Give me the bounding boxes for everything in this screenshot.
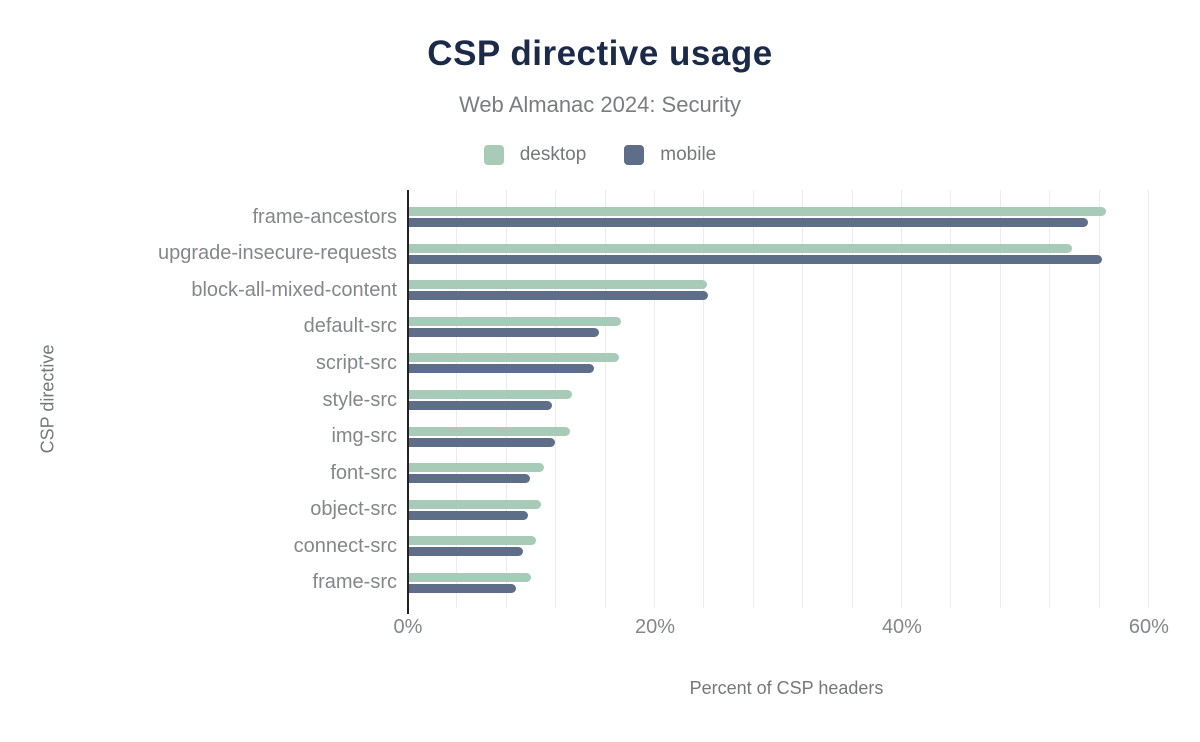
category-label-img-src: img-src xyxy=(331,425,397,448)
category-label-object-src: object-src xyxy=(310,498,397,521)
legend-swatch-desktop xyxy=(483,145,504,165)
chart-legend: desktop mobile xyxy=(0,144,1200,166)
bar-mobile-connect-src xyxy=(409,547,523,557)
bar-rows xyxy=(409,190,1166,608)
bar-desktop-img-src xyxy=(409,426,570,436)
bar-row-script-src xyxy=(409,345,1166,382)
bar-mobile-block-all-mixed-content xyxy=(409,291,708,301)
bar-desktop-default-src xyxy=(409,316,622,326)
bar-desktop-object-src xyxy=(409,499,542,509)
category-label-upgrade-insecure-requests: upgrade-insecure-requests xyxy=(157,242,397,265)
gridline-52pct xyxy=(1049,190,1051,608)
legend-label-mobile: mobile xyxy=(660,144,717,165)
bar-mobile-img-src xyxy=(409,437,555,447)
bar-desktop-frame-ancestors xyxy=(409,207,1106,217)
x-tick-label-40pct: 40% xyxy=(881,616,922,638)
bar-mobile-font-src xyxy=(409,474,530,484)
legend-swatch-mobile xyxy=(624,145,645,165)
gridline-44pct xyxy=(950,190,952,608)
bar-desktop-script-src xyxy=(409,353,619,363)
gridline-40pct xyxy=(900,190,902,608)
x-tick-label-0pct: 0% xyxy=(393,616,423,638)
bar-row-default-src xyxy=(409,309,1166,346)
chart-title: CSP directive usage xyxy=(427,34,773,73)
bar-row-img-src xyxy=(409,418,1166,455)
gridline-12pct xyxy=(555,190,557,608)
bar-mobile-default-src xyxy=(409,327,600,337)
x-tick-label-60pct: 60% xyxy=(1128,616,1169,638)
bar-desktop-upgrade-insecure-requests xyxy=(409,243,1073,253)
bar-desktop-style-src xyxy=(409,390,572,399)
category-label-style-src: style-src xyxy=(322,388,397,411)
chart-subtitle: Web Almanac 2024: Security xyxy=(458,92,742,117)
bar-row-connect-src xyxy=(409,528,1166,565)
bar-mobile-object-src xyxy=(409,510,528,520)
bar-mobile-upgrade-insecure-requests xyxy=(409,254,1102,264)
gridline-16pct xyxy=(604,190,606,608)
category-label-font-src: font-src xyxy=(330,461,397,484)
category-label-connect-src: connect-src xyxy=(293,534,397,557)
bar-row-font-src xyxy=(409,455,1166,492)
bar-mobile-frame-src xyxy=(409,583,517,593)
legend-item-mobile: mobile xyxy=(624,144,716,166)
bar-desktop-connect-src xyxy=(409,536,537,546)
x-axis-title: Percent of CSP headers xyxy=(689,678,884,698)
legend-label-desktop: desktop xyxy=(519,144,587,165)
bar-desktop-frame-src xyxy=(409,572,532,582)
category-label-script-src: script-src xyxy=(315,351,397,374)
gridline-28pct xyxy=(752,190,754,608)
bar-row-block-all-mixed-content xyxy=(409,272,1166,309)
bar-row-frame-src xyxy=(409,564,1166,601)
bar-row-upgrade-insecure-requests xyxy=(409,236,1166,273)
category-label-frame-ancestors: frame-ancestors xyxy=(252,205,398,228)
gridline-20pct xyxy=(653,190,655,608)
y-axis-title: CSP directive xyxy=(37,344,58,454)
y-axis-category-labels: frame-ancestors upgrade-insecure-requests… xyxy=(0,190,397,608)
bar-row-object-src xyxy=(409,491,1166,528)
bar-row-style-src xyxy=(409,382,1166,419)
gridline-32pct xyxy=(802,190,804,608)
bar-row-frame-ancestors xyxy=(409,199,1166,236)
legend-item-desktop: desktop xyxy=(483,144,587,166)
gridline-48pct xyxy=(999,190,1001,608)
category-label-block-all-mixed-content: block-all-mixed-content xyxy=(191,278,397,301)
bar-desktop-block-all-mixed-content xyxy=(409,280,707,290)
category-label-default-src: default-src xyxy=(303,315,397,338)
category-label-frame-src: frame-src xyxy=(312,571,397,594)
bar-mobile-style-src xyxy=(409,401,553,410)
bar-mobile-frame-ancestors xyxy=(409,218,1089,228)
gridline-56pct xyxy=(1098,190,1100,608)
x-axis-zero-tick xyxy=(407,608,409,614)
gridline-4pct xyxy=(456,190,458,608)
gridline-24pct xyxy=(703,190,705,608)
gridline-8pct xyxy=(505,190,507,608)
bar-mobile-script-src xyxy=(409,364,595,374)
plot-area xyxy=(407,190,1166,608)
gridline-60pct xyxy=(1147,190,1149,608)
gridline-36pct xyxy=(851,190,853,608)
bar-desktop-font-src xyxy=(409,463,544,473)
x-tick-label-20pct: 20% xyxy=(634,616,675,638)
